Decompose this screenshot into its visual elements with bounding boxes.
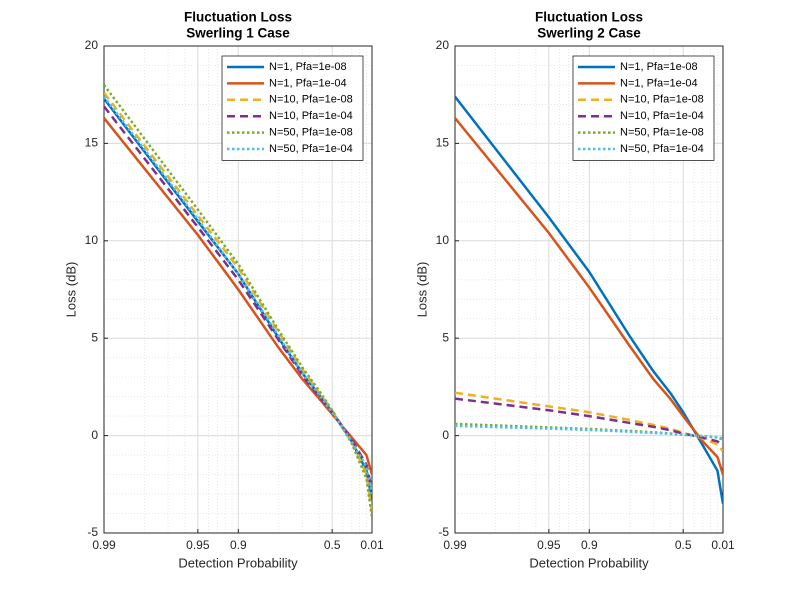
chart-title: Swerling 1 Case: [186, 26, 290, 41]
x-tick-label: 0.99: [443, 538, 467, 552]
axes: -5 0 5 10 15 20 0.99 0.95 0.9 0.5 0.01 Fluctuation …: [63, 10, 384, 571]
series-line: [104, 105, 372, 491]
y-tick-label: 0: [442, 428, 449, 442]
chart-title: Fluctuation Loss: [184, 10, 292, 25]
series-line: [455, 95, 723, 504]
legend-label: N=1, Pfa=1e-04: [620, 77, 698, 89]
x-axis-label: Detection Probability: [178, 555, 298, 570]
y-tick-label: -5: [438, 525, 449, 539]
y-tick-label: 0: [91, 428, 98, 442]
x-tick-label: 0.95: [186, 538, 210, 552]
legend-label: N=50, Pfa=1e-08: [620, 127, 704, 139]
x-tick-label: 0.5: [675, 538, 692, 552]
x-tick-label: 0.01: [360, 538, 384, 552]
chart-title: Fluctuation Loss: [535, 10, 643, 25]
y-tick-label: 20: [436, 38, 450, 52]
series-line: [104, 117, 372, 475]
legend-label: N=50, Pfa=1e-04: [269, 143, 353, 155]
series-line: [455, 424, 723, 440]
legend-label: N=50, Pfa=1e-08: [269, 127, 353, 139]
series-line: [455, 391, 723, 452]
axes: -5 0 5 10 15 20 0.99 0.95 0.9 0.5 0.01 Fluctuation …: [414, 10, 735, 571]
legend-label: N=10, Pfa=1e-04: [620, 110, 704, 122]
x-tick-label: 0.9: [230, 538, 247, 552]
y-tick-label: 5: [91, 330, 98, 344]
axes-box: [454, 45, 724, 534]
y-tick-label: 5: [442, 330, 449, 344]
x-tick-label: 0.9: [581, 538, 598, 552]
legend-label: N=1, Pfa=1e-08: [620, 61, 698, 73]
legend-label: N=10, Pfa=1e-08: [269, 94, 353, 106]
legend-label: N=1, Pfa=1e-04: [269, 77, 347, 89]
y-tick-label: 20: [85, 38, 99, 52]
y-axis-label: Loss (dB): [63, 262, 78, 318]
legend-label: N=50, Pfa=1e-04: [620, 143, 704, 155]
chart-title: Swerling 2 Case: [537, 26, 641, 41]
y-tick-label: 10: [85, 233, 99, 247]
x-tick-label: 0.99: [92, 538, 116, 552]
series-line: [455, 397, 723, 447]
x-tick-label: 0.95: [537, 538, 561, 552]
series-line: [455, 117, 723, 475]
legend-box: [221, 55, 364, 161]
axes-box: [103, 45, 373, 534]
legend-box: [572, 55, 715, 161]
legend-label: N=10, Pfa=1e-04: [269, 110, 353, 122]
y-axis-label: Loss (dB): [414, 262, 429, 318]
x-tick-label: 0.01: [711, 538, 735, 552]
legend-label: N=1, Pfa=1e-08: [269, 61, 347, 73]
x-axis-label: Detection Probability: [529, 555, 649, 570]
y-tick-label: 15: [436, 136, 450, 150]
y-tick-label: 10: [436, 233, 450, 247]
x-tick-label: 0.5: [324, 538, 341, 552]
y-tick-label: -5: [87, 525, 98, 539]
y-tick-label: 15: [85, 136, 99, 150]
legend-label: N=10, Pfa=1e-08: [620, 94, 704, 106]
series-line: [104, 84, 372, 518]
